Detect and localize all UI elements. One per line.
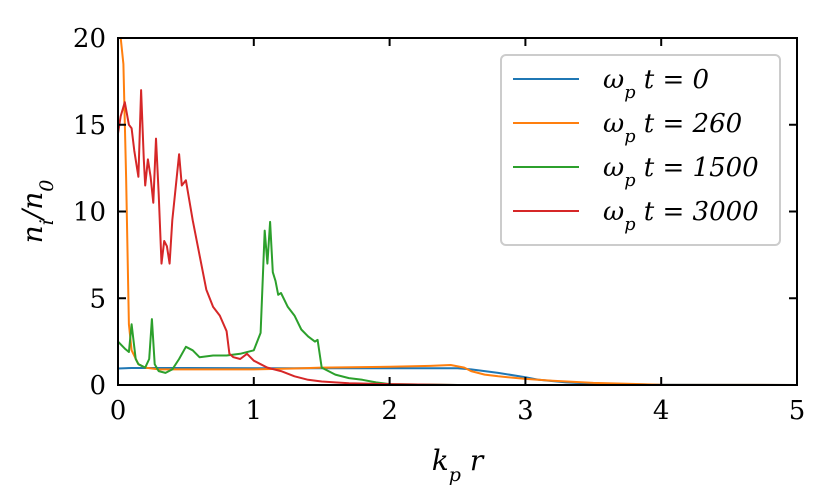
x-tick-label-5: 5 bbox=[789, 396, 806, 426]
x-tick-label-3: 3 bbox=[517, 396, 534, 426]
x-tick-label-1: 1 bbox=[246, 396, 263, 426]
labels-layer: 0 1 2 3 4 5 0 5 10 15 20 kp r ni/n0 bbox=[16, 24, 805, 486]
legend-label-3: ωp t = 3000 bbox=[603, 197, 759, 235]
series-line-1 bbox=[118, 38, 797, 385]
series-line-2 bbox=[118, 220, 797, 385]
y-tick-label-2: 10 bbox=[73, 198, 106, 228]
legend: ωp t = 0 ωp t = 260 ωp t = 1500 ωp t = 3000 bbox=[500, 54, 781, 246]
x-axis-label: kp r bbox=[432, 444, 485, 486]
series-line-0 bbox=[118, 367, 797, 385]
ticks-layer bbox=[117, 37, 798, 386]
x-tick-label-0: 0 bbox=[110, 396, 127, 426]
x-tick-label-4: 4 bbox=[653, 396, 670, 426]
series-layer bbox=[118, 38, 797, 385]
legend-box bbox=[500, 54, 781, 246]
legend-label-0: ωp t = 0 bbox=[603, 65, 709, 103]
x-tick-label-2: 2 bbox=[381, 396, 398, 426]
y-tick-label-1: 5 bbox=[89, 284, 106, 314]
y-axis-label: ni/n0 bbox=[16, 180, 58, 244]
y-tick-label-3: 15 bbox=[73, 111, 106, 141]
series-line-3 bbox=[118, 89, 797, 385]
y-tick-label-4: 20 bbox=[73, 24, 106, 54]
legend-label-2: ωp t = 1500 bbox=[603, 153, 759, 191]
legend-label-1: ωp t = 260 bbox=[603, 109, 742, 147]
y-tick-label-0: 0 bbox=[89, 371, 106, 401]
